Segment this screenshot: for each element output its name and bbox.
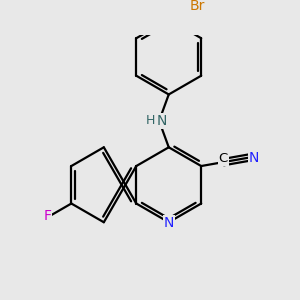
Text: Br: Br [189, 0, 205, 14]
Text: H: H [146, 114, 156, 128]
Text: F: F [43, 209, 51, 223]
Text: N: N [164, 216, 174, 230]
Text: C: C [219, 152, 228, 165]
Text: N: N [157, 114, 167, 128]
Text: N: N [248, 151, 259, 165]
